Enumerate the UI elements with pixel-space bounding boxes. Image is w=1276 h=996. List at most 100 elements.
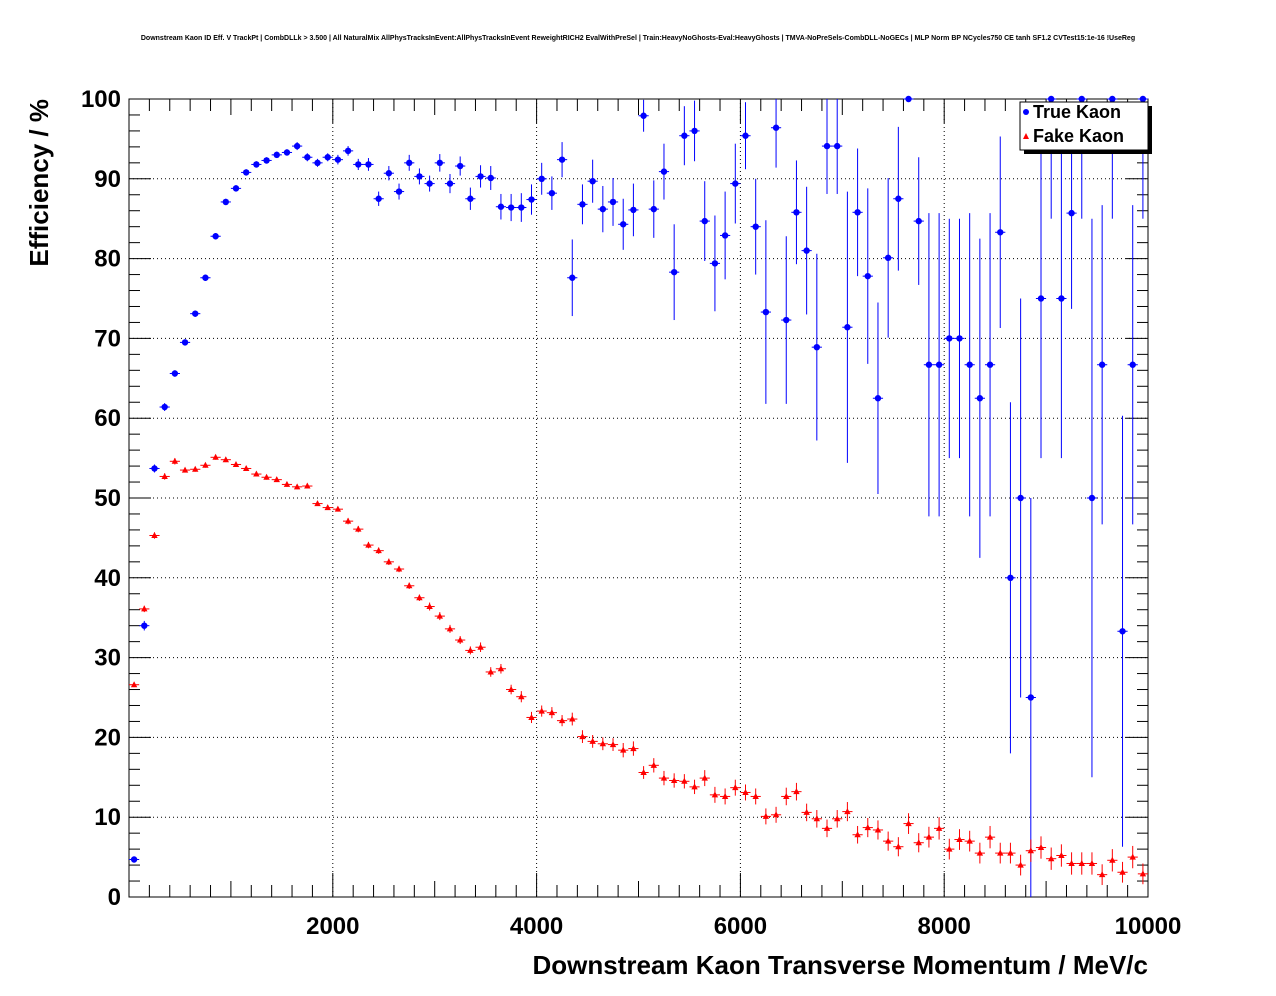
data-point [813,343,821,351]
data-point [395,565,403,572]
y-tick-label: 90 [94,166,121,193]
data-point [456,636,464,643]
data-point [609,198,617,206]
data-point [711,260,719,267]
x-tick-label: 6000 [714,913,767,940]
data-point [620,221,627,228]
data-point [446,180,454,187]
data-point [232,185,240,192]
data-point [854,209,861,216]
data-point [548,189,556,197]
data-point [905,820,912,827]
y-tick-label: 50 [94,485,121,512]
data-point [609,741,617,748]
data-point [1129,361,1136,368]
plot-frame [128,98,1149,898]
data-point [650,761,657,768]
data-point [915,217,922,225]
data-point [742,132,749,139]
data-point [772,124,780,131]
data-point [406,582,413,589]
legend-marker-fake-kaon [1023,133,1029,139]
data-point [844,808,851,815]
data-point [966,361,973,368]
data-point [477,643,484,650]
data-point [1007,574,1014,581]
data-point [385,170,393,177]
data-point [487,174,494,182]
data-point [467,195,474,202]
data-point [1139,95,1147,103]
data-point [253,161,260,168]
data-point [762,812,770,819]
data-point [834,815,841,822]
data-point [874,826,882,833]
data-point [966,837,973,844]
data-point [426,180,433,187]
data-point [181,339,189,346]
data-point [793,209,800,216]
data-point [823,824,831,831]
data-point [1058,295,1065,302]
data-point [538,707,545,714]
legend-label-fake-kaon: Fake Kaon [1033,126,1124,146]
data-point [1058,852,1065,859]
data-point [1047,855,1055,862]
data-point [283,480,291,487]
data-point [538,175,545,182]
x-tick-label: 8000 [918,913,971,940]
data-point [141,605,148,612]
data-point [925,833,933,840]
data-point [884,837,892,844]
data-point [467,646,474,653]
data-point [181,466,189,473]
data-point [1068,859,1075,866]
data-point [681,132,688,139]
y-tick-label: 60 [94,405,121,432]
data-point [925,361,933,368]
data-point [406,159,413,167]
data-point [915,839,922,846]
data-point [344,517,352,524]
data-point [1047,95,1055,103]
data-point [212,453,219,460]
data-point [171,370,179,377]
data-point [385,558,393,565]
data-point [895,843,902,850]
data-point [732,180,739,187]
data-point [355,161,362,168]
data-point [752,792,759,799]
data-point [1017,494,1024,502]
data-point [558,156,566,163]
data-point [691,127,698,135]
data-point [905,95,912,103]
data-point [620,746,627,753]
y-tick-label: 20 [94,724,121,751]
data-point [1078,95,1085,103]
data-point [650,205,657,213]
legend-box [1019,101,1149,151]
data-point [416,594,423,601]
y-axis-label: Efficiency / % [24,99,54,267]
data-point [630,206,637,214]
data-point [293,483,301,490]
data-point [589,737,596,744]
data-point [691,783,698,790]
data-point [355,525,362,532]
data-point [130,681,138,688]
data-point [1078,859,1085,866]
series-true-kaon [129,95,1148,897]
data-point [518,204,525,211]
data-point [783,316,790,324]
data-point [263,473,270,480]
data-point [334,156,342,163]
data-point [834,142,841,150]
data-point [752,223,759,230]
data-point [660,774,668,781]
legend-marker-true-kaon [1023,109,1029,115]
data-point [416,173,423,180]
data-point [935,824,943,831]
data-point [1109,95,1116,103]
data-point [956,335,963,342]
data-point [436,612,443,619]
